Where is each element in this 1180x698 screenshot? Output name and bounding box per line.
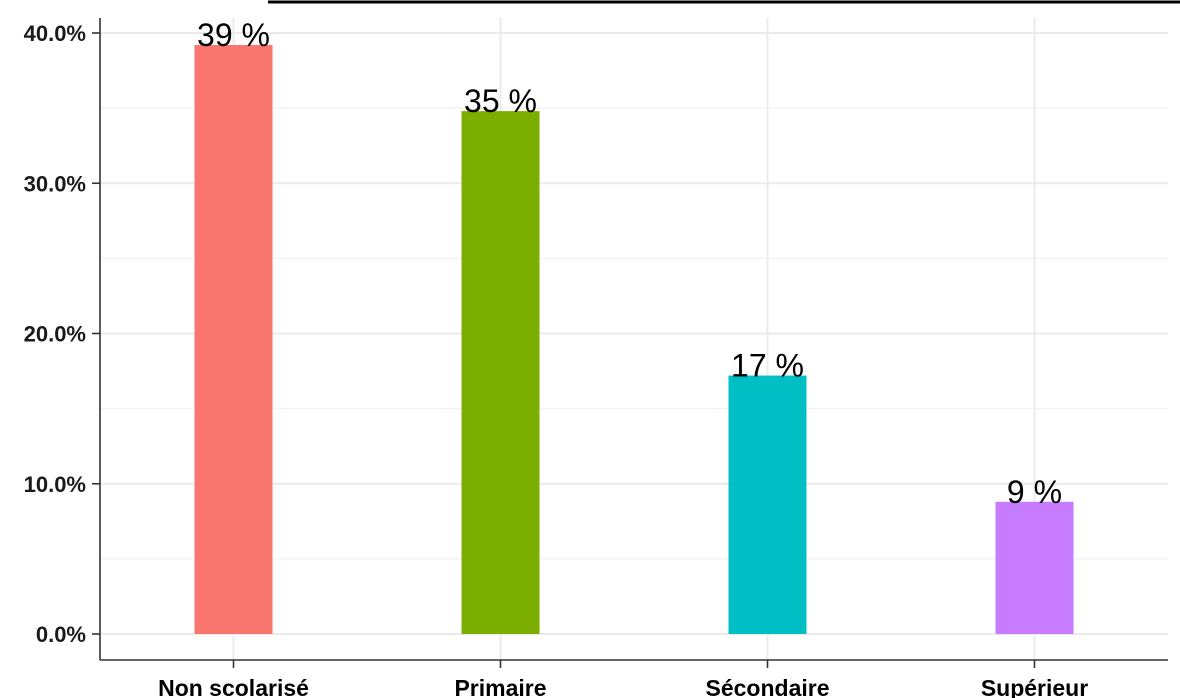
x-tick-label: Primaire bbox=[454, 675, 546, 698]
y-tick-label: 40.0% bbox=[24, 21, 86, 46]
data-labels: 39 % 35 % 17 % 9 % bbox=[197, 17, 1062, 510]
x-ticks: Non scolarisé Primaire Sécondaire Supérieur bbox=[158, 660, 1088, 698]
data-label: 39 % bbox=[197, 17, 270, 53]
bar bbox=[728, 375, 807, 634]
bars bbox=[194, 45, 1074, 634]
y-tick-label: 20.0% bbox=[24, 322, 86, 347]
y-ticks: 0.0% 10.0% 20.0% 30.0% 40.0% bbox=[24, 21, 100, 647]
y-tick-label: 0.0% bbox=[36, 622, 86, 647]
y-tick-label: 30.0% bbox=[24, 171, 86, 196]
y-tick-label: 10.0% bbox=[24, 472, 86, 497]
bar bbox=[194, 45, 273, 634]
data-label: 35 % bbox=[464, 83, 537, 119]
bar bbox=[461, 111, 540, 634]
data-label: 9 % bbox=[1007, 474, 1062, 510]
data-label: 17 % bbox=[731, 348, 804, 384]
x-tick-label: Non scolarisé bbox=[158, 675, 309, 698]
x-tick-label: Supérieur bbox=[981, 675, 1088, 698]
bar bbox=[995, 501, 1074, 634]
x-tick-label: Sécondaire bbox=[706, 675, 830, 698]
axes bbox=[99, 0, 1180, 661]
